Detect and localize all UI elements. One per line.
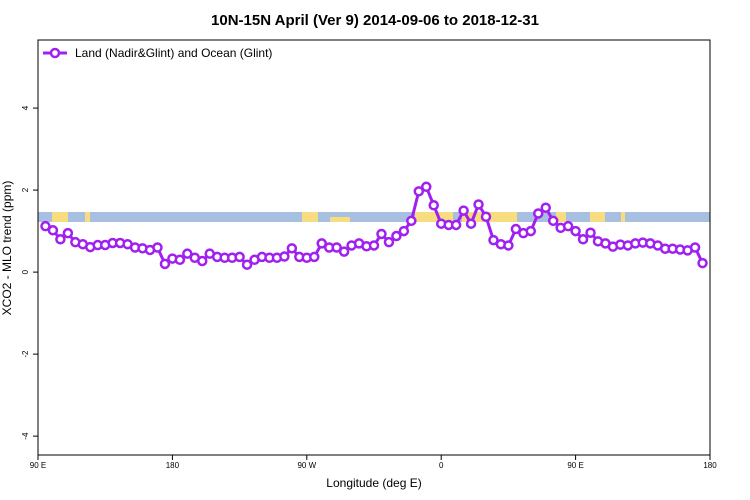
x-tick-label: 0	[439, 461, 444, 470]
data-point	[62, 227, 74, 239]
data-point	[383, 236, 395, 248]
data-point	[465, 218, 477, 229]
x-tick-label: 90 E	[567, 461, 583, 470]
data-point	[577, 234, 589, 245]
data-point	[473, 199, 484, 210]
data-point	[450, 219, 462, 231]
data-point	[376, 228, 387, 240]
data-point	[331, 242, 342, 253]
data-point	[316, 238, 327, 249]
data-point	[689, 242, 701, 253]
data-point	[540, 202, 551, 213]
data-point	[159, 258, 171, 270]
data-point	[488, 234, 499, 246]
land-patch	[415, 212, 453, 222]
data-point	[55, 234, 66, 245]
y-tick-label: 0	[21, 269, 30, 274]
land-patch	[556, 212, 566, 222]
data-point	[279, 251, 290, 262]
legend: Land (Nadir&Glint) and Ocean (Glint)	[43, 46, 272, 60]
data-point	[398, 225, 410, 237]
data-point	[406, 215, 417, 227]
chart-title: 10N-15N April (Ver 9) 2014-09-06 to 2018…	[211, 12, 539, 29]
data-point	[241, 259, 253, 270]
land-patch	[621, 212, 625, 222]
land-ocean-strip	[38, 212, 710, 222]
data-point	[421, 181, 432, 193]
data-point	[338, 246, 350, 257]
data-point	[368, 240, 380, 251]
x-axis-label: Longitude (deg E)	[326, 476, 421, 490]
y-tick-label: 4	[21, 105, 30, 110]
data-point	[503, 240, 514, 251]
legend-marker	[49, 47, 61, 59]
data-point	[533, 208, 544, 219]
data-point	[480, 211, 492, 222]
land-patch	[590, 212, 605, 222]
y-axis-label: XCO2 - MLO trend (ppm)	[0, 181, 14, 316]
x-tick-label: 90 E	[30, 461, 46, 470]
data-point	[413, 186, 425, 197]
land-patch	[52, 212, 68, 222]
land-patch	[302, 212, 318, 222]
data-point	[391, 230, 402, 242]
data-point	[286, 243, 298, 254]
data-point	[234, 251, 245, 263]
data-point	[40, 220, 51, 232]
data-point	[510, 223, 522, 235]
y-tick-label: -2	[21, 350, 30, 358]
data-point	[174, 254, 186, 266]
data-point	[152, 242, 163, 253]
land-patch	[85, 212, 90, 222]
legend-label: Land (Nadir&Glint) and Ocean (Glint)	[75, 46, 272, 60]
x-tick-label: 180	[703, 461, 717, 470]
plot-frame	[37, 39, 711, 456]
data-point	[428, 200, 439, 211]
data-point	[570, 225, 581, 237]
y-tick-label: 2	[21, 187, 30, 192]
data-point	[697, 257, 708, 269]
x-tick-label: 180	[166, 461, 180, 470]
data-point	[47, 225, 59, 236]
data-point	[309, 251, 320, 263]
y-tick-label: -4	[21, 432, 30, 440]
data-point	[182, 248, 193, 259]
data-point	[547, 215, 559, 227]
data-point	[197, 255, 208, 267]
data-point	[562, 220, 574, 232]
data-point	[585, 227, 596, 238]
data-point	[525, 225, 537, 237]
land-patch	[330, 217, 350, 222]
data-point	[458, 205, 469, 216]
x-tick-label: 90 W	[297, 461, 316, 470]
ocean-band	[38, 212, 710, 222]
